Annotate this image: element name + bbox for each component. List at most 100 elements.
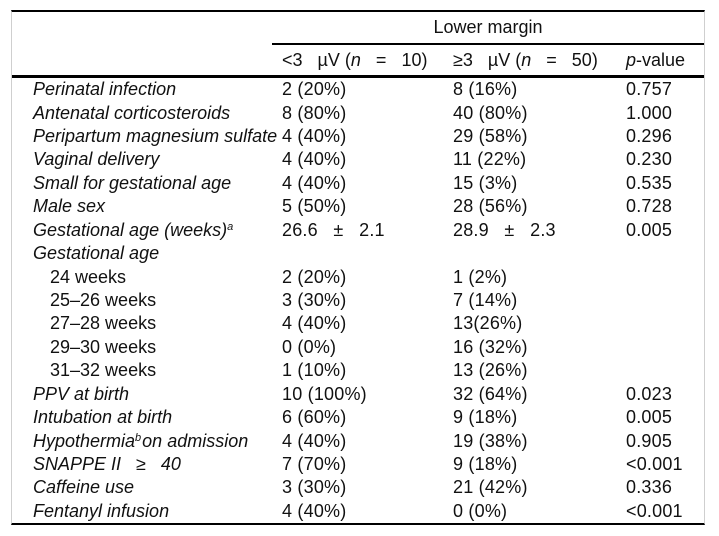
spanner-header: Lower margin xyxy=(272,12,704,45)
row-label: 27–28 weeks xyxy=(12,313,282,334)
cell-lt3uv: 6 (60%) xyxy=(282,407,347,428)
row-label: Caffeine use xyxy=(12,477,282,498)
row-label-superscript: a xyxy=(227,220,234,233)
row-label-text: Peripartum magnesium sulfate xyxy=(33,126,278,147)
row-label-text: 25–26 weeks xyxy=(50,290,157,310)
column-header-lt3uv: <3 µV (n = 10) xyxy=(282,50,453,71)
cell-ge3uv: 9 (18%) xyxy=(453,453,518,474)
row-label-text: Male sex xyxy=(33,196,106,217)
row-label-text: Gestational age (weeks) xyxy=(33,219,228,240)
column-header-row: <3 µV (n = 10) ≥3 µV (n = 50) p-value xyxy=(12,45,704,78)
row-label-text: Antenatal corticosteroids xyxy=(33,102,231,123)
cell-pvalue: 1.000 xyxy=(626,102,673,123)
table-row: 31–32 weeks 1 (10%) 13 (26%) xyxy=(12,359,704,382)
cell-lt3uv: 4 (40%) xyxy=(282,313,347,334)
cell-lt3uv: 4 (40%) xyxy=(282,430,347,451)
cell-ge3uv: 28 (56%) xyxy=(453,196,528,217)
row-label: 24 weeks xyxy=(12,267,282,288)
table-row: Vaginal delivery 4 (40%) 11 (22%) 0.230 xyxy=(12,148,704,171)
cell-lt3uv: 3 (30%) xyxy=(282,290,347,310)
table-row: Gestational age (weeks)a 26.6 ± 2.1 28.9… xyxy=(12,219,704,242)
cell-pvalue: 0.296 xyxy=(626,126,673,147)
row-label: 25–26 weeks xyxy=(12,290,282,311)
col1-n: n xyxy=(350,49,361,70)
cell-pvalue: <0.001 xyxy=(626,500,683,521)
row-label-text: Small for gestational age xyxy=(33,172,232,193)
cell-pvalue: 0.535 xyxy=(626,172,673,193)
column-header-pvalue: p-value xyxy=(626,50,704,71)
col1-pre: <3 µV ( xyxy=(282,49,351,70)
cell-pvalue: 0.757 xyxy=(626,79,673,100)
cell-lt3uv: 4 (40%) xyxy=(282,149,347,170)
cell-ge3uv: 21 (42%) xyxy=(453,477,528,498)
row-label: 29–30 weeks xyxy=(12,337,282,358)
cell-lt3uv: 2 (20%) xyxy=(282,266,347,287)
row-label-text: 31–32 weeks xyxy=(50,360,157,381)
cell-pvalue: 0.230 xyxy=(626,149,673,170)
cell-pvalue: 0.905 xyxy=(626,430,673,451)
column-header-ge3uv: ≥3 µV (n = 50) xyxy=(453,50,626,71)
cell-lt3uv: 8 (80%) xyxy=(282,102,347,123)
col3-rest: -value xyxy=(636,49,686,70)
row-label: 31–32 weeks xyxy=(12,360,282,381)
row-label: Vaginal delivery xyxy=(12,149,282,170)
table-row: Small for gestational age 4 (40%) 15 (3%… xyxy=(12,172,704,195)
cell-lt3uv: 5 (50%) xyxy=(282,196,347,217)
row-label: SNAPPE II ≥ 40 xyxy=(12,454,282,475)
row-label-text: Vaginal delivery xyxy=(33,149,160,170)
cell-lt3uv: 3 (30%) xyxy=(282,477,347,498)
cell-pvalue: 0.023 xyxy=(626,383,673,404)
table-row: Peripartum magnesium sulfate 4 (40%) 29 … xyxy=(12,125,704,148)
row-label: PPV at birth xyxy=(12,384,282,405)
table-row: Fentanyl infusion 4 (40%) 0 (0%) <0.001 xyxy=(12,500,704,523)
cell-ge3uv: 16 (32%) xyxy=(453,336,528,357)
table-row: Male sex 5 (50%) 28 (56%) 0.728 xyxy=(12,195,704,218)
cell-ge3uv: 11 (22%) xyxy=(453,149,527,170)
cell-ge3uv: 29 (58%) xyxy=(453,126,528,147)
cell-lt3uv: 7 (70%) xyxy=(282,453,347,474)
row-label: Intubation at birth xyxy=(12,407,282,428)
cell-ge3uv: 0 (0%) xyxy=(453,500,508,521)
table-row: 24 weeks 2 (20%) 1 (2%) xyxy=(12,265,704,288)
row-label: Fentanyl infusion xyxy=(12,501,282,522)
col3-p: p xyxy=(626,49,637,70)
cell-ge3uv: 19 (38%) xyxy=(453,430,528,451)
row-label-text: Gestational age xyxy=(33,243,160,264)
table-row: 29–30 weeks 0 (0%) 16 (32%) xyxy=(12,336,704,359)
table-row: 27–28 weeks 4 (40%) 13(26%) xyxy=(12,312,704,335)
row-label-text: 27–28 weeks xyxy=(50,313,157,334)
cell-ge3uv: 15 (3%) xyxy=(453,172,518,193)
col1-post: = 10) xyxy=(360,49,428,70)
row-label: Gestational age (weeks)a xyxy=(12,220,282,241)
cell-pvalue: 0.728 xyxy=(626,196,673,217)
row-label-text: 29–30 weeks xyxy=(50,336,157,357)
table-row: Perinatal infection 2 (20%) 8 (16%) 0.75… xyxy=(12,78,704,101)
row-label-text: Fentanyl infusion xyxy=(33,500,170,521)
cell-ge3uv: 13 (26%) xyxy=(453,360,528,381)
row-label-text: Perinatal infection xyxy=(33,79,177,100)
table-body: Perinatal infection 2 (20%) 8 (16%) 0.75… xyxy=(12,78,704,523)
row-label-superscript: b xyxy=(135,431,142,444)
row-label-text: 24 weeks xyxy=(50,266,127,287)
cell-lt3uv: 10 (100%) xyxy=(282,383,367,404)
table-row: Caffeine use 3 (30%) 21 (42%) 0.336 xyxy=(12,476,704,499)
col2-n: n xyxy=(521,49,532,70)
row-label: Hypothermiabon admission xyxy=(12,431,282,452)
cell-ge3uv: 28.9 ± 2.3 xyxy=(453,219,556,240)
cell-lt3uv: 26.6 ± 2.1 xyxy=(282,219,385,240)
row-label: Peripartum magnesium sulfate xyxy=(12,126,282,147)
cell-pvalue: 0.005 xyxy=(626,219,673,240)
cell-lt3uv: 2 (20%) xyxy=(282,79,347,100)
cell-ge3uv: 32 (64%) xyxy=(453,383,528,404)
cell-ge3uv: 40 (80%) xyxy=(453,102,528,123)
cell-ge3uv: 9 (18%) xyxy=(453,407,518,428)
table-row: Hypothermiabon admission 4 (40%) 19 (38%… xyxy=(12,429,704,452)
cell-pvalue: 0.005 xyxy=(626,407,673,428)
cell-ge3uv: 7 (14%) xyxy=(453,290,518,310)
col2-post: = 50) xyxy=(531,49,598,70)
row-label: Small for gestational age xyxy=(12,173,282,194)
row-label-text: Caffeine use xyxy=(33,477,135,498)
row-label-text: Intubation at birth xyxy=(33,407,173,428)
table-row: Antenatal corticosteroids 8 (80%) 40 (80… xyxy=(12,101,704,124)
cell-ge3uv: 1 (2%) xyxy=(453,266,508,287)
